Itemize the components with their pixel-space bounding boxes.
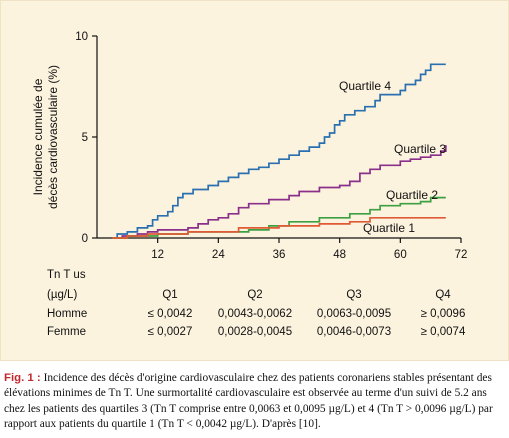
table-cell: ≥ 0,0096 xyxy=(421,308,466,320)
figure-panel xyxy=(0,0,509,361)
x-tick-label: 36 xyxy=(273,249,286,261)
y-axis-label: Incidence cumulée de décès cardiovascula… xyxy=(31,65,60,209)
series-label-quartile-4: Quartile 4 xyxy=(339,79,391,93)
x-tick-label: 72 xyxy=(455,249,468,261)
y-tick-label: 0 xyxy=(82,233,88,245)
series-labels: Quartile 4 Quartile 3 Quartile 2 Quartile 1 xyxy=(339,79,446,235)
table-col-q1: Q1 xyxy=(162,289,177,301)
x-tick-label: 12 xyxy=(151,249,164,261)
figure-caption: Fig. 1 : Incidence des décès d'origine c… xyxy=(4,371,504,432)
table-cell: 0,0063-0,0095 xyxy=(317,308,391,320)
axis-ticks: 12 24 36 48 60 72 0 5 10 xyxy=(75,31,467,261)
series-label-quartile-3: Quartile 3 xyxy=(394,142,446,156)
table-col-q2: Q2 xyxy=(247,289,262,301)
series-line-quartile-3 xyxy=(112,145,447,239)
y-tick-label: 10 xyxy=(75,31,88,43)
table-col-q4: Q4 xyxy=(435,289,451,301)
x-tick-label: 48 xyxy=(333,249,346,261)
table-header-line2: (µg/L) xyxy=(47,289,77,301)
y-axis-label-line1: Incidence cumulée de xyxy=(31,78,45,195)
x-tick-label: 24 xyxy=(212,249,225,261)
series-label-quartile-2: Quartile 2 xyxy=(386,188,438,202)
caption-text: Incidence des décès d'origine cardiovasc… xyxy=(4,372,493,430)
table-row-label: Homme xyxy=(47,308,87,320)
table-cell: ≥ 0,0074 xyxy=(421,326,466,338)
x-tick-label: 60 xyxy=(394,249,407,261)
series-group xyxy=(112,63,447,239)
y-tick-label: 5 xyxy=(82,132,88,144)
table-cell: ≤ 0,0042 xyxy=(148,308,193,320)
series-line-quartile-4 xyxy=(112,63,446,239)
series-line-quartile-1 xyxy=(112,216,446,239)
table-cell: 0,0043-0,0062 xyxy=(218,308,292,320)
table-header-line1: Tn T us xyxy=(47,269,86,281)
tnt-table: Tn T us (µg/L) Q1 Q2 Q3 Q4 Homme ≤ 0,004… xyxy=(47,269,466,338)
table-cell: 0,0028-0,0045 xyxy=(218,326,292,338)
table-row-label: Femme xyxy=(47,326,86,338)
series-label-quartile-1: Quartile 1 xyxy=(363,221,415,235)
table-cell: 0,0046-0,0073 xyxy=(317,326,391,338)
table-cell: ≤ 0,0027 xyxy=(148,326,193,338)
caption-label: Fig. 1 : xyxy=(4,372,41,384)
y-axis-label-line2: décès cardiovasculaire (%) xyxy=(46,65,60,209)
table-col-q3: Q3 xyxy=(346,289,361,301)
